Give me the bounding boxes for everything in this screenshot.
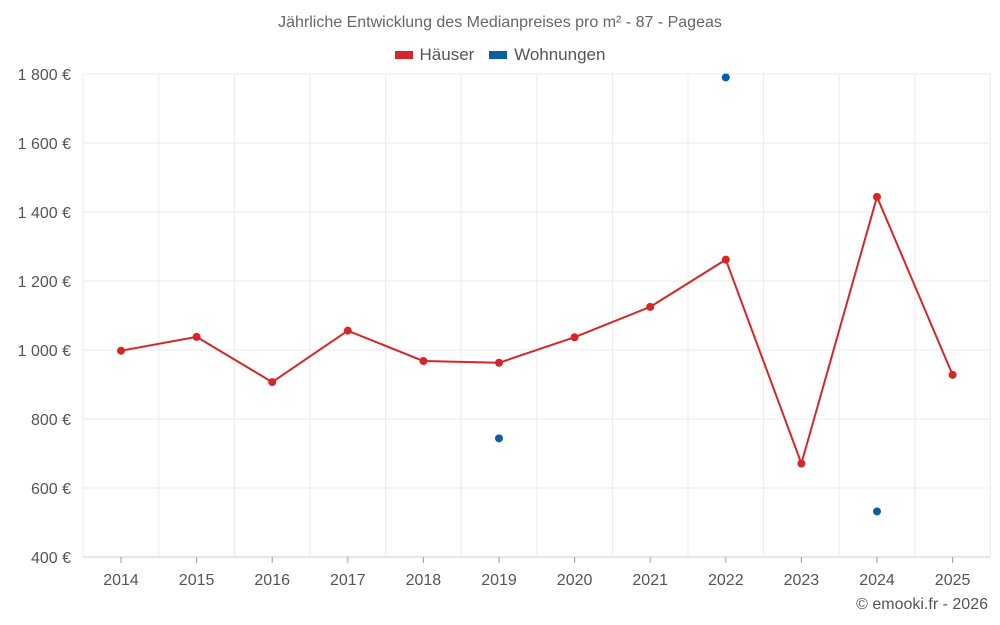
- x-tick-label: 2025: [935, 572, 971, 589]
- series-line-haeuser: [120, 195, 954, 465]
- data-point-haeuser: [570, 333, 579, 342]
- x-tick-label: 2018: [406, 572, 442, 589]
- legend-swatch-wohnungen: [489, 51, 508, 59]
- data-point-wohnungen: [495, 434, 503, 443]
- legend-item-haeuser[interactable]: Häuser: [394, 45, 475, 65]
- data-point-haeuser: [268, 378, 277, 387]
- credit-text: © emooki.fr - 2026: [856, 596, 988, 613]
- x-tick-label: 2015: [179, 572, 215, 589]
- x-tick-label: 2020: [557, 572, 593, 589]
- x-tick-label: 2016: [254, 572, 290, 589]
- x-tick-label: 2017: [330, 572, 366, 589]
- y-tick-label: 1 000 €: [18, 343, 71, 360]
- data-point-haeuser: [646, 302, 655, 311]
- y-tick-label: 600 €: [31, 481, 71, 498]
- data-point-haeuser: [419, 357, 428, 366]
- data-point-haeuser: [192, 332, 201, 341]
- data-point-haeuser: [495, 358, 503, 367]
- x-tick-label: 2014: [103, 572, 139, 589]
- y-tick-label: 1 600 €: [18, 136, 71, 153]
- data-point-haeuser: [873, 192, 881, 201]
- data-point-wohnungen: [721, 73, 730, 82]
- y-tick-label: 1 800 €: [18, 67, 71, 84]
- x-tick-label: 2024: [859, 572, 895, 589]
- data-point-haeuser: [343, 326, 352, 335]
- data-point-haeuser: [721, 255, 730, 264]
- y-tick-label: 400 €: [31, 550, 71, 567]
- data-point-haeuser: [117, 346, 125, 355]
- legend-label-wohnungen: Wohnungen: [514, 45, 606, 64]
- legend-label-haeuser: Häuser: [419, 45, 475, 64]
- data-point-wohnungen: [873, 507, 881, 516]
- legend-item-wohnungen[interactable]: Wohnungen: [489, 45, 605, 65]
- legend-swatch-haeuser: [394, 51, 413, 59]
- data-point-haeuser: [948, 370, 957, 379]
- data-point-haeuser: [797, 459, 806, 468]
- x-tick-label: 2019: [481, 572, 517, 589]
- legend: Häuser Wohnungen: [0, 44, 1000, 65]
- x-tick-label: 2021: [632, 572, 668, 589]
- x-tick-label: 2022: [708, 572, 744, 589]
- y-tick-label: 1 200 €: [18, 274, 71, 291]
- x-tick-label: 2023: [784, 572, 820, 589]
- y-tick-label: 800 €: [31, 412, 71, 429]
- chart-title: Jährliche Entwicklung des Medianpreises …: [278, 14, 722, 31]
- y-tick-label: 1 400 €: [18, 205, 71, 222]
